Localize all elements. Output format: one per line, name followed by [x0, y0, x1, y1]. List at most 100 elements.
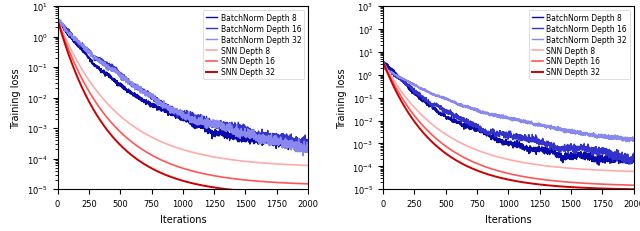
SNN Depth 8: [380, 62, 387, 65]
BatchNorm Depth 16: [577, 145, 584, 148]
BatchNorm Depth 16: [297, 140, 305, 143]
BatchNorm Depth 32: [625, 141, 633, 144]
BatchNorm Depth 16: [169, 110, 177, 112]
SNN Depth 8: [622, 170, 630, 173]
Line: SNN Depth 16: SNN Depth 16: [383, 63, 634, 185]
BatchNorm Depth 32: [501, 116, 509, 119]
BatchNorm Depth 8: [623, 159, 630, 162]
BatchNorm Depth 32: [297, 143, 305, 146]
SNN Depth 16: [501, 172, 509, 174]
SNN Depth 32: [54, 20, 61, 23]
BatchNorm Depth 8: [284, 149, 292, 151]
BatchNorm Depth 8: [297, 142, 305, 145]
SNN Depth 8: [297, 164, 305, 167]
Line: BatchNorm Depth 8: BatchNorm Depth 8: [383, 62, 634, 165]
SNN Depth 8: [169, 145, 177, 148]
Line: SNN Depth 32: SNN Depth 32: [58, 21, 308, 194]
BatchNorm Depth 16: [625, 163, 633, 166]
BatchNorm Depth 32: [251, 135, 259, 138]
SNN Depth 32: [297, 193, 305, 195]
SNN Depth 16: [380, 62, 387, 65]
SNN Depth 16: [630, 184, 637, 187]
BatchNorm Depth 32: [623, 137, 630, 140]
SNN Depth 16: [175, 166, 183, 169]
X-axis label: Iterations: Iterations: [159, 214, 206, 224]
BatchNorm Depth 8: [501, 140, 509, 143]
Line: SNN Depth 32: SNN Depth 32: [383, 63, 634, 189]
BatchNorm Depth 8: [251, 137, 259, 140]
SNN Depth 32: [304, 193, 312, 195]
BatchNorm Depth 8: [297, 140, 305, 143]
Legend: BatchNorm Depth 8, BatchNorm Depth 16, BatchNorm Depth 32, SNN Depth 8, SNN Dept: BatchNorm Depth 8, BatchNorm Depth 16, B…: [203, 11, 304, 80]
SNN Depth 16: [297, 182, 305, 185]
BatchNorm Depth 32: [623, 137, 630, 140]
SNN Depth 32: [251, 191, 259, 193]
BatchNorm Depth 32: [175, 112, 183, 115]
SNN Depth 8: [304, 164, 312, 167]
SNN Depth 8: [630, 170, 637, 173]
Line: BatchNorm Depth 32: BatchNorm Depth 32: [58, 19, 308, 156]
BatchNorm Depth 16: [501, 135, 509, 138]
BatchNorm Depth 16: [175, 113, 183, 116]
Line: BatchNorm Depth 16: BatchNorm Depth 16: [58, 20, 308, 149]
SNN Depth 8: [297, 164, 305, 167]
BatchNorm Depth 16: [67, 33, 74, 36]
BatchNorm Depth 8: [630, 160, 637, 163]
SNN Depth 16: [577, 182, 584, 185]
BatchNorm Depth 32: [169, 108, 177, 111]
SNN Depth 8: [577, 168, 584, 171]
Line: BatchNorm Depth 32: BatchNorm Depth 32: [383, 68, 634, 142]
SNN Depth 16: [169, 164, 177, 167]
SNN Depth 32: [623, 188, 630, 191]
BatchNorm Depth 8: [595, 164, 603, 167]
Legend: BatchNorm Depth 8, BatchNorm Depth 16, BatchNorm Depth 32, SNN Depth 8, SNN Dept: BatchNorm Depth 8, BatchNorm Depth 16, B…: [529, 11, 630, 80]
BatchNorm Depth 8: [380, 62, 387, 64]
SNN Depth 16: [495, 170, 502, 173]
SNN Depth 8: [495, 156, 502, 159]
BatchNorm Depth 16: [630, 152, 637, 155]
SNN Depth 32: [67, 59, 74, 62]
BatchNorm Depth 8: [577, 156, 584, 159]
BatchNorm Depth 32: [54, 18, 61, 21]
BatchNorm Depth 32: [392, 75, 400, 77]
BatchNorm Depth 32: [380, 67, 387, 70]
SNN Depth 16: [304, 183, 312, 185]
SNN Depth 16: [297, 182, 305, 185]
BatchNorm Depth 8: [54, 20, 61, 23]
SNN Depth 32: [392, 91, 400, 93]
SNN Depth 16: [54, 20, 61, 23]
SNN Depth 8: [54, 20, 61, 22]
SNN Depth 32: [169, 176, 177, 179]
BatchNorm Depth 16: [623, 153, 630, 156]
SNN Depth 8: [392, 83, 400, 86]
SNN Depth 16: [251, 180, 259, 182]
SNN Depth 32: [495, 176, 502, 179]
BatchNorm Depth 32: [67, 33, 74, 36]
Line: SNN Depth 16: SNN Depth 16: [58, 21, 308, 184]
BatchNorm Depth 8: [392, 73, 400, 76]
BatchNorm Depth 16: [54, 19, 61, 21]
Line: SNN Depth 8: SNN Depth 8: [58, 21, 308, 166]
Line: BatchNorm Depth 8: BatchNorm Depth 8: [58, 20, 308, 150]
BatchNorm Depth 16: [380, 63, 387, 65]
BatchNorm Depth 8: [623, 158, 630, 160]
BatchNorm Depth 32: [577, 133, 584, 136]
BatchNorm Depth 32: [304, 151, 312, 154]
SNN Depth 8: [67, 48, 74, 51]
SNN Depth 32: [622, 188, 630, 191]
BatchNorm Depth 16: [300, 147, 308, 150]
BatchNorm Depth 8: [304, 142, 312, 144]
SNN Depth 32: [380, 62, 387, 65]
SNN Depth 16: [622, 184, 630, 187]
BatchNorm Depth 32: [630, 139, 637, 141]
BatchNorm Depth 32: [297, 144, 305, 146]
BatchNorm Depth 16: [623, 158, 630, 160]
BatchNorm Depth 8: [67, 36, 74, 38]
BatchNorm Depth 8: [380, 61, 387, 64]
SNN Depth 32: [297, 193, 305, 195]
SNN Depth 16: [67, 54, 74, 56]
BatchNorm Depth 16: [381, 61, 388, 64]
Line: BatchNorm Depth 16: BatchNorm Depth 16: [383, 63, 634, 164]
SNN Depth 32: [577, 186, 584, 189]
BatchNorm Depth 8: [176, 116, 184, 118]
